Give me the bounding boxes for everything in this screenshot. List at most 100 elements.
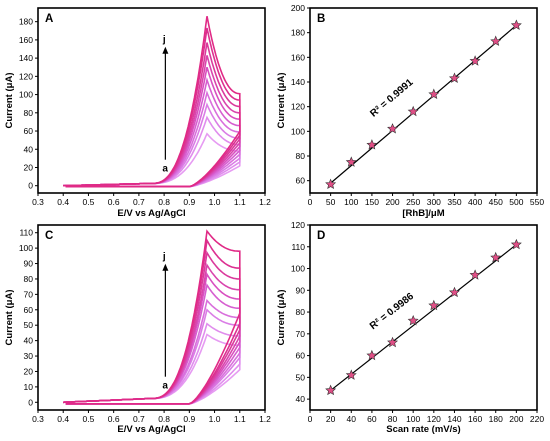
x-axis-label: E/V vs Ag/AgCl [117, 208, 185, 219]
r-squared-annotation: R² = 0.9986 [368, 291, 416, 332]
y-tick-label: 80 [296, 151, 306, 161]
data-point [325, 178, 337, 190]
x-tick-label: 120 [427, 414, 441, 424]
data-point [407, 105, 419, 117]
arrow-head [162, 263, 169, 271]
data-point [448, 72, 460, 83]
y-axis-label: Current (μA) [4, 290, 15, 346]
x-tick-label: 160 [468, 414, 482, 424]
y-tick-label: 60 [296, 351, 306, 361]
y-tick-label: 100 [291, 126, 305, 136]
x-tick-label: 500 [509, 197, 523, 207]
y-tick-label: 60 [296, 176, 306, 186]
y-tick-label: 160 [291, 52, 305, 62]
x-tick-label: 0.7 [133, 414, 145, 424]
x-tick-label: 400 [468, 197, 482, 207]
arrow-start-label: a [162, 164, 168, 175]
plot-frame [309, 224, 538, 411]
x-tick-label: 0.6 [108, 414, 120, 424]
data-point [387, 336, 399, 348]
x-tick-label: 0.3 [32, 197, 44, 207]
x-tick-label: 200 [385, 197, 399, 207]
x-tick-label: 200 [509, 414, 523, 424]
x-tick-label: 450 [489, 197, 503, 207]
arrow-end-label: j [162, 252, 166, 263]
y-tick-label: 30 [24, 351, 34, 361]
y-tick-label: 90 [296, 285, 306, 295]
cv-curve [63, 16, 241, 188]
r-squared-annotation: R² = 0.9991 [368, 77, 415, 120]
x-tick-label: 20 [326, 414, 336, 424]
data-point [345, 156, 357, 167]
y-tick-label: 80 [296, 307, 306, 317]
data-point [428, 88, 440, 100]
plot-frame [37, 224, 266, 411]
x-tick-label: 1.1 [234, 197, 246, 207]
y-tick-label: 120 [291, 102, 305, 112]
data-point [366, 139, 378, 150]
x-tick-label: 0.8 [158, 197, 170, 207]
y-tick-label: 60 [24, 126, 34, 136]
x-tick-label: 0.4 [57, 414, 69, 424]
plot-frame [309, 7, 538, 194]
data-point [448, 286, 460, 298]
fit-line [330, 24, 517, 184]
data-point [366, 349, 378, 361]
y-tick-label: 80 [24, 108, 34, 118]
panel-label: A [45, 13, 53, 25]
panel-a: 0.3 0.4 0.5 0.6 0.7 0.8 0.9 1.0 1.1 1.2 0 20 40 60 80 1… [4, 7, 271, 219]
x-tick-label: 1.0 [209, 197, 221, 207]
y-tick-label: 110 [19, 228, 33, 238]
x-tick-label: 100 [344, 197, 358, 207]
x-tick-label: 250 [406, 197, 420, 207]
x-tick-label: 60 [367, 414, 377, 424]
x-tick-label: 1.1 [234, 414, 246, 424]
data-point [345, 369, 357, 380]
y-tick-label: 0 [28, 397, 33, 407]
x-tick-label: 220 [530, 414, 544, 424]
y-tick-label: 50 [296, 372, 306, 382]
data-point [325, 384, 337, 396]
plot-frame [37, 7, 266, 194]
x-axis-label: Scan rate (mV/s) [386, 424, 460, 435]
x-tick-label: 0.8 [158, 414, 170, 424]
x-tick-label: 0 [308, 414, 313, 424]
panel-label: D [317, 230, 325, 242]
x-tick-label: 0.3 [32, 414, 44, 424]
data-point [469, 269, 481, 280]
y-tick-label: 40 [296, 394, 306, 404]
y-tick-label: 110 [291, 242, 305, 252]
data-point [407, 315, 419, 326]
y-tick-label: 40 [24, 144, 34, 154]
x-tick-label: 80 [388, 414, 398, 424]
y-tick-label: 90 [24, 259, 34, 269]
x-tick-label: 0.4 [57, 197, 69, 207]
y-tick-label: 100 [19, 90, 33, 100]
data-point [490, 251, 502, 263]
y-tick-label: 40 [24, 336, 34, 346]
y-tick-label: 120 [19, 71, 33, 81]
panel-c: 0.3 0.4 0.5 0.6 0.7 0.8 0.9 1.0 1.1 1.2 0 10 20 30 40 5… [4, 224, 271, 435]
y-tick-label: 160 [19, 35, 33, 45]
data-point [387, 123, 399, 134]
arrow-head [162, 46, 169, 54]
x-tick-label: 40 [347, 414, 357, 424]
arrow-end-label: j [162, 35, 166, 46]
y-tick-label: 140 [19, 53, 33, 63]
y-tick-label: 180 [291, 28, 305, 38]
panel-label: C [45, 230, 53, 242]
y-tick-label: 140 [291, 77, 305, 87]
y-tick-label: 180 [19, 17, 33, 27]
y-axis-label: Current (μA) [276, 73, 287, 129]
y-tick-label: 50 [24, 320, 34, 330]
y-tick-label: 120 [291, 220, 305, 230]
x-tick-label: 150 [365, 197, 379, 207]
y-tick-label: 0 [28, 181, 33, 191]
x-tick-label: 0.7 [133, 197, 145, 207]
y-tick-label: 10 [24, 382, 34, 392]
x-tick-label: 50 [326, 197, 336, 207]
cv-curve [63, 229, 241, 405]
y-axis-label: Current (μA) [4, 73, 15, 129]
x-tick-label: 300 [427, 197, 441, 207]
panel-label: B [317, 13, 325, 25]
